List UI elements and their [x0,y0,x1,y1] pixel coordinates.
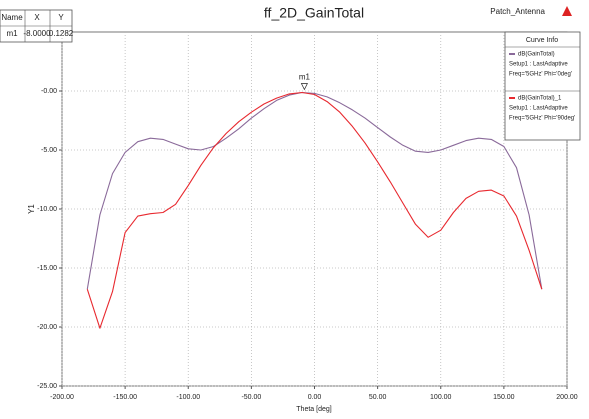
x-tick-label: 100.00 [430,394,452,401]
x-axis-label: Theta [deg] [296,406,331,413]
x-tick-label: 200.00 [556,394,578,401]
table-cell: 0.1282 [49,29,74,38]
marker-table: Name X Y m1 -8.0000 0.1282 [0,9,74,43]
y-tick-label: -20.00 [37,324,57,331]
x-tick-label: -150.00 [113,394,137,401]
table-header: Y [58,13,64,22]
legend-entry: dB(GainTotal) [518,52,555,58]
marker-symbol [300,83,308,91]
table-cell: -8.0000 [23,29,51,38]
legend: Curve Info dB(GainTotal) Setup1 : LastAdap… [504,31,581,141]
y-tick-label: -25.00 [37,383,57,390]
legend-entry: dB(GainTotal)_1 [518,96,562,102]
x-tick-label: -50.00 [241,394,261,401]
y-tick-label: -0.00 [41,88,57,95]
project-name: Patch_Antenna [490,7,545,16]
y-tick-label: -10.00 [37,206,57,213]
logo [562,6,572,16]
x-tick-label: -200.00 [50,394,74,401]
y-axis-label: Y1 [27,204,36,214]
legend-setup: Setup1 : LastAdaptive [509,106,568,112]
table-cell: m1 [6,29,18,38]
series-line [86,91,543,329]
marker-label: m1 [299,73,311,82]
y-tick-label: -15.00 [37,265,57,272]
x-tick-label: -100.00 [176,394,200,401]
series-line [86,91,543,290]
table-header: X [34,13,40,22]
legend-freq: Freq='5GHz' Phi='90deg' [509,116,575,122]
chart-title: ff_2D_GainTotal [264,5,364,21]
x-tick-label: 50.00 [369,394,387,401]
x-tick-label: 150.00 [493,394,515,401]
legend-title: Curve Info [526,37,558,44]
legend-freq: Freq='5GHz' Phi='0deg' [509,72,572,78]
y-tick-label: -5.00 [41,147,57,154]
legend-frame [504,31,581,141]
table-header: Name [1,13,23,22]
legend-setup: Setup1 : LastAdaptive [509,62,568,68]
x-tick-label: 0.00 [308,394,322,401]
